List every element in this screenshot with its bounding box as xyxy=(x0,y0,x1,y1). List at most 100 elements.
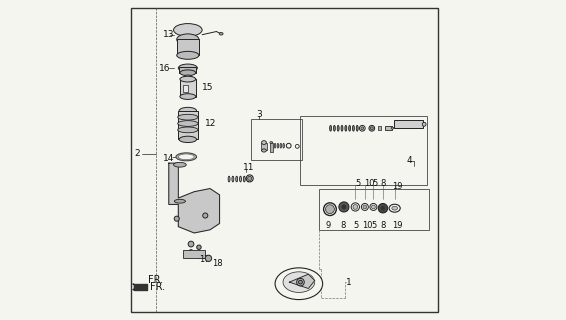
Bar xyxy=(261,142,267,150)
Text: 10: 10 xyxy=(364,179,375,188)
Text: FR.: FR. xyxy=(148,275,164,285)
Text: 8: 8 xyxy=(381,179,386,188)
Text: 1: 1 xyxy=(346,278,352,287)
Ellipse shape xyxy=(174,24,202,36)
Text: 19: 19 xyxy=(392,220,403,229)
Text: 13: 13 xyxy=(162,30,174,39)
Text: 8: 8 xyxy=(381,220,386,229)
Ellipse shape xyxy=(219,32,223,35)
Text: 8: 8 xyxy=(341,220,346,229)
Text: 10: 10 xyxy=(362,220,373,229)
Bar xyxy=(183,85,188,92)
Ellipse shape xyxy=(353,204,358,209)
Bar xyxy=(378,126,381,130)
Ellipse shape xyxy=(270,142,273,143)
Text: 3: 3 xyxy=(256,109,262,118)
Ellipse shape xyxy=(283,143,285,148)
Bar xyxy=(179,67,196,73)
Ellipse shape xyxy=(422,122,426,126)
Bar xyxy=(251,119,302,160)
Bar xyxy=(178,111,198,140)
Ellipse shape xyxy=(363,205,367,209)
Bar xyxy=(177,39,199,55)
Ellipse shape xyxy=(369,125,375,131)
Ellipse shape xyxy=(261,141,267,144)
Ellipse shape xyxy=(228,176,230,182)
Text: 5: 5 xyxy=(355,179,361,188)
Ellipse shape xyxy=(275,143,276,148)
Ellipse shape xyxy=(174,199,186,203)
Ellipse shape xyxy=(246,175,253,182)
Ellipse shape xyxy=(378,204,388,213)
Ellipse shape xyxy=(177,51,199,59)
Text: 4: 4 xyxy=(407,156,413,164)
Ellipse shape xyxy=(179,136,196,142)
Bar xyxy=(183,251,205,258)
Text: 5: 5 xyxy=(371,220,376,229)
Circle shape xyxy=(174,216,179,221)
Ellipse shape xyxy=(337,125,339,131)
Ellipse shape xyxy=(283,272,315,292)
Text: 12: 12 xyxy=(205,119,217,128)
Circle shape xyxy=(197,245,201,250)
Ellipse shape xyxy=(180,94,196,100)
Ellipse shape xyxy=(392,206,397,210)
Bar xyxy=(180,79,196,97)
Ellipse shape xyxy=(356,125,358,131)
Ellipse shape xyxy=(329,125,332,131)
Ellipse shape xyxy=(380,205,386,211)
Ellipse shape xyxy=(261,149,267,152)
Ellipse shape xyxy=(280,143,281,148)
Ellipse shape xyxy=(339,202,349,212)
Ellipse shape xyxy=(176,153,196,161)
Circle shape xyxy=(188,241,194,247)
Ellipse shape xyxy=(295,144,299,148)
Text: 16: 16 xyxy=(159,63,171,73)
Bar xyxy=(319,188,429,230)
Bar xyxy=(269,142,273,152)
Ellipse shape xyxy=(275,268,323,300)
Ellipse shape xyxy=(232,176,234,182)
Ellipse shape xyxy=(341,125,343,131)
Bar xyxy=(301,116,427,185)
Text: 19: 19 xyxy=(392,181,402,190)
Circle shape xyxy=(205,255,212,261)
Ellipse shape xyxy=(277,143,278,148)
Text: 14: 14 xyxy=(162,154,174,163)
Polygon shape xyxy=(134,285,145,288)
Ellipse shape xyxy=(180,76,196,82)
Ellipse shape xyxy=(391,127,394,129)
Ellipse shape xyxy=(333,125,335,131)
Ellipse shape xyxy=(325,205,335,214)
Ellipse shape xyxy=(178,114,198,120)
Circle shape xyxy=(297,278,305,286)
Text: FR.: FR. xyxy=(150,282,165,292)
Ellipse shape xyxy=(370,127,373,130)
Ellipse shape xyxy=(180,70,196,76)
Ellipse shape xyxy=(351,203,359,211)
Ellipse shape xyxy=(178,121,198,126)
Text: 15: 15 xyxy=(202,83,213,92)
Ellipse shape xyxy=(370,204,377,211)
Ellipse shape xyxy=(248,176,252,180)
Bar xyxy=(384,126,392,130)
Circle shape xyxy=(203,213,208,218)
Text: 18: 18 xyxy=(212,259,222,268)
Ellipse shape xyxy=(359,125,365,131)
Text: 2: 2 xyxy=(134,149,140,158)
Ellipse shape xyxy=(177,34,199,45)
Ellipse shape xyxy=(361,127,364,130)
Polygon shape xyxy=(169,163,220,233)
Ellipse shape xyxy=(324,203,336,215)
Ellipse shape xyxy=(235,176,238,182)
Ellipse shape xyxy=(178,64,198,72)
Ellipse shape xyxy=(179,107,196,114)
Text: 6: 6 xyxy=(188,249,193,258)
Text: 5: 5 xyxy=(353,220,359,229)
Text: 17: 17 xyxy=(199,255,209,264)
Text: 7: 7 xyxy=(197,252,202,261)
Polygon shape xyxy=(289,274,315,288)
Ellipse shape xyxy=(247,176,249,182)
Ellipse shape xyxy=(371,205,375,209)
Ellipse shape xyxy=(353,125,354,131)
